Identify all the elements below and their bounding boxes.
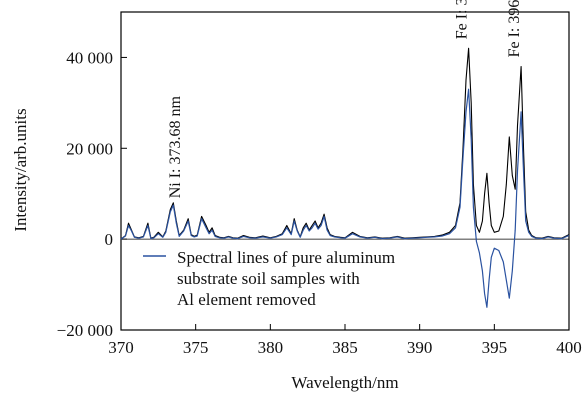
series-line-black (120, 47, 570, 240)
series-layer (120, 47, 570, 308)
y-axis-ticks: −20 000 0 20 000 40 000 (57, 48, 127, 340)
y-tick-label: 40 000 (66, 48, 113, 67)
legend-line-2: substrate soil samples with (177, 269, 360, 288)
y-axis-label: Intensity/arb.units (11, 108, 30, 231)
x-tick-label: 390 (407, 338, 433, 357)
peak-annotation: Fe I: 396.79 nm (506, 0, 523, 57)
x-tick-label: 395 (482, 338, 508, 357)
y-tick-label: 20 000 (66, 139, 113, 158)
x-tick-label: 385 (332, 338, 358, 357)
y-tick-label: −20 000 (57, 321, 113, 340)
x-tick-label: 380 (258, 338, 284, 357)
annotation-layer: Ni I: 373.68 nm Fe I: 393.28 nm Fe I: 396.… (167, 0, 523, 198)
x-tick-label: 400 (556, 338, 582, 357)
peak-annotation: Fe I: 393.28 nm (454, 0, 471, 39)
legend-line-3: Al element removed (177, 290, 316, 309)
x-axis-ticks: 370 375 380 385 390 395 400 (108, 324, 582, 357)
x-tick-label: 370 (108, 338, 134, 357)
legend-line-1: Spectral lines of pure aluminum (177, 248, 395, 267)
x-axis-label: Wavelength/nm (291, 373, 398, 392)
y-tick-label: 0 (105, 230, 114, 249)
x-tick-label: 375 (183, 338, 209, 357)
legend: Spectral lines of pure aluminum substrat… (143, 248, 395, 309)
peak-annotation: Ni I: 373.68 nm (167, 96, 184, 199)
series-line-blue (120, 88, 570, 308)
